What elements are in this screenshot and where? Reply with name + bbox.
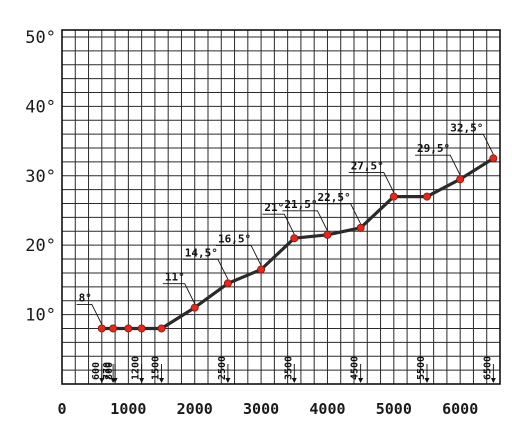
y-tick-label: 40° bbox=[25, 97, 56, 117]
point-label: 21° bbox=[264, 201, 284, 214]
leader-line bbox=[215, 245, 262, 266]
point-label: 27,5° bbox=[351, 160, 384, 173]
data-point bbox=[456, 175, 465, 184]
x-marker-label: 2500 bbox=[217, 356, 228, 380]
annotations: 8° 11°14,5°16,5° 21° 21,5°22,5° 27,5° 29,5°32… bbox=[76, 121, 494, 325]
x-tick-label: 0 bbox=[57, 400, 66, 418]
x-marker-arrow bbox=[225, 378, 231, 383]
point-label: 32,5° bbox=[450, 121, 483, 134]
x-marker-arrow bbox=[424, 378, 430, 383]
data-point bbox=[356, 223, 365, 232]
point-label: 29,5° bbox=[417, 142, 450, 155]
y-tick-label: 20° bbox=[25, 236, 56, 256]
x-tick-label: 3000 bbox=[243, 400, 279, 418]
x-marker-arrow bbox=[159, 378, 165, 383]
leader-line bbox=[448, 133, 494, 155]
grid bbox=[62, 30, 500, 384]
data-point bbox=[290, 234, 299, 243]
data-point bbox=[389, 192, 398, 201]
plot-frame bbox=[61, 29, 501, 385]
data-point bbox=[97, 324, 106, 333]
x-marker-label: 800 bbox=[104, 362, 115, 380]
plot-border bbox=[61, 29, 501, 385]
series bbox=[97, 154, 498, 333]
data-point bbox=[109, 324, 118, 333]
data-point bbox=[489, 154, 498, 163]
x-marker-label: 6500 bbox=[482, 356, 493, 380]
point-label: 22,5° bbox=[318, 191, 351, 204]
point-label: 21,5° bbox=[284, 198, 317, 211]
x-tick-label: 1000 bbox=[110, 400, 146, 418]
x-marker-arrow bbox=[291, 378, 297, 383]
leader-line bbox=[162, 283, 196, 304]
data-point bbox=[257, 265, 266, 274]
data-point bbox=[124, 324, 133, 333]
data-point bbox=[137, 324, 146, 333]
x-marker-arrow bbox=[139, 378, 145, 383]
leader-line bbox=[182, 258, 229, 280]
point-label: 16,5° bbox=[218, 232, 251, 245]
x-marker-label: 3500 bbox=[283, 356, 294, 380]
leader-line bbox=[415, 154, 461, 176]
y-tick-label: 30° bbox=[25, 167, 56, 187]
data-point bbox=[223, 279, 232, 288]
x-marker-label: 1200 bbox=[131, 356, 142, 380]
x-marker-label: 4500 bbox=[350, 356, 361, 380]
y-tick-label: 50° bbox=[25, 28, 56, 48]
leader-line bbox=[348, 172, 395, 193]
x-tick-label: 6000 bbox=[442, 400, 478, 418]
x-tick-label: 5000 bbox=[376, 400, 412, 418]
leader-line bbox=[262, 213, 295, 235]
leader-line bbox=[315, 203, 362, 225]
data-point bbox=[157, 324, 166, 333]
x-marker-arrow bbox=[490, 378, 496, 383]
data-point bbox=[190, 303, 199, 312]
point-label: 11° bbox=[165, 271, 185, 284]
leader-line bbox=[282, 210, 328, 231]
y-tick-label: 10° bbox=[25, 306, 56, 326]
x-tick-label: 4000 bbox=[309, 400, 345, 418]
data-point bbox=[422, 192, 431, 201]
x-marker-label: 1500 bbox=[151, 356, 162, 380]
point-label: 14,5° bbox=[185, 246, 218, 259]
x-marker-label: 600 bbox=[91, 362, 102, 380]
leader-line bbox=[76, 304, 103, 325]
x-marker-label: 5500 bbox=[416, 356, 427, 380]
x-marker-arrow bbox=[99, 378, 105, 383]
point-label: 8° bbox=[79, 291, 92, 304]
x-marker-arrow bbox=[112, 378, 118, 383]
x-marker-label: 770 bbox=[102, 362, 113, 380]
y-axis-ticks: 10° 20° 30° 40° 50° bbox=[25, 28, 56, 326]
data-point bbox=[323, 230, 332, 239]
x-tick-label: 2000 bbox=[177, 400, 213, 418]
x-axis-ticks: 0 1000 2000 3000 4000 5000 6000 bbox=[57, 400, 478, 418]
series-line bbox=[101, 157, 495, 331]
x-marker-arrow bbox=[358, 378, 364, 383]
